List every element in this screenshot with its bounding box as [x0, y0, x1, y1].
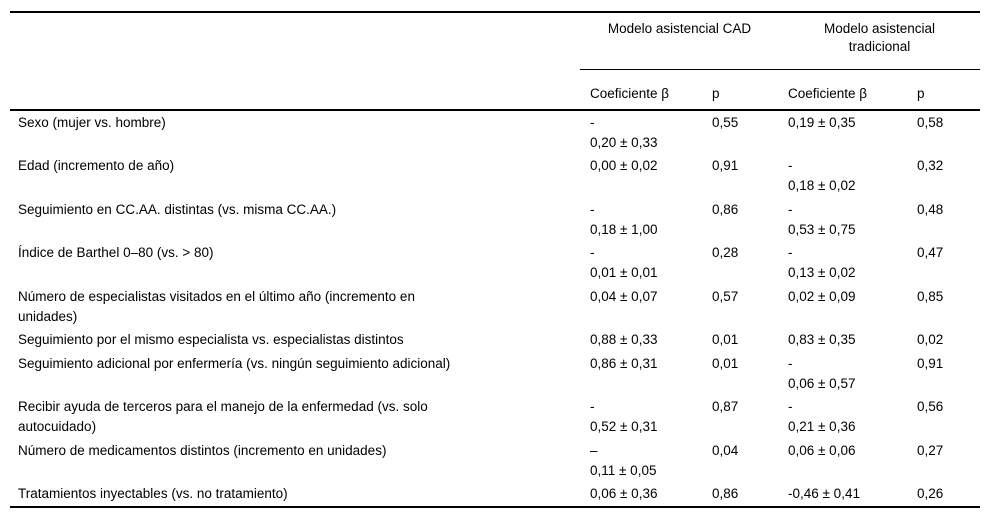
- table-row: Seguimiento adicional por enfermería (vs…: [10, 352, 980, 396]
- empty-header-cell: [10, 12, 580, 70]
- cad-p-cell: 0,86: [712, 486, 739, 501]
- row-label-cell: Número de medicamentos distintos (increm…: [18, 442, 387, 458]
- cad-p-cell: 0,86: [712, 201, 739, 217]
- trad-beta-cell: - 0,21 ± 0,36: [788, 399, 856, 434]
- table-row: Tratamientos inyectables (vs. no tratami…: [10, 483, 980, 508]
- table-row: Número de medicamentos distintos (increm…: [10, 439, 980, 483]
- table-row: Edad (incremento de año) 0,00 ± 0,02 0,9…: [10, 155, 980, 199]
- trad-p-cell: 0,48: [917, 201, 944, 217]
- cad-beta-cell: 0,06 ± 0,36: [590, 486, 658, 501]
- trad-beta-cell: 0,19 ± 0,35: [788, 114, 856, 130]
- table-row: Seguimiento por el mismo especialista vs…: [10, 329, 980, 353]
- cad-beta-cell: - 0,52 ± 0,31: [590, 399, 658, 434]
- subheader-row: Coeficiente β p Coeficiente β p: [10, 69, 980, 111]
- trad-beta-cell: 0,06 ± 0,06: [788, 442, 856, 458]
- cad-p-cell: 0,55: [712, 114, 739, 130]
- trad-beta-cell: - 0,53 ± 0,75: [788, 201, 856, 237]
- trad-p-cell: 0,58: [917, 114, 944, 130]
- cad-beta-cell: - 0,20 ± 0,33: [590, 114, 658, 150]
- cad-beta-cell: 0,04 ± 0,07: [590, 288, 658, 304]
- trad-p-cell: 0,85: [917, 288, 944, 304]
- table-row: Sexo (mujer vs. hombre) - 0,20 ± 0,33 0,…: [10, 110, 980, 155]
- trad-p-cell: 0,56: [917, 399, 944, 414]
- row-label-cell: Índice de Barthel 0–80 (vs. > 80): [18, 245, 214, 260]
- row-label-cell: Tratamientos inyectables (vs. no tratami…: [18, 486, 288, 501]
- cad-beta-cell: - 0,01 ± 0,01: [590, 245, 658, 280]
- cad-beta-cell: - 0,18 ± 1,00: [590, 201, 658, 237]
- row-label-cell: Número de especialistas visitados en el …: [18, 288, 415, 324]
- subheader-trad-p: p: [908, 69, 980, 111]
- row-label-cell: Seguimiento en CC.AA. distintas (vs. mis…: [18, 201, 337, 217]
- row-label-cell: Seguimiento por el mismo especialista vs…: [18, 332, 404, 347]
- trad-beta-cell: - 0,13 ± 0,02: [788, 245, 856, 280]
- row-label-cell: Sexo (mujer vs. hombre): [18, 114, 166, 130]
- cad-beta-cell: 0,00 ± 0,02: [590, 158, 658, 173]
- cad-p-cell: 0,28: [712, 245, 739, 260]
- col-group-tradicional: Modelo asistencial tradicional: [779, 12, 980, 70]
- cad-beta-cell: – 0,11 ± 0,05: [590, 442, 657, 478]
- row-label-cell: Recibir ayuda de terceros para el manejo…: [18, 399, 428, 434]
- cad-p-cell: 0,87: [712, 399, 739, 414]
- cad-p-cell: 0,04: [712, 442, 739, 458]
- table-row: Seguimiento en CC.AA. distintas (vs. mis…: [10, 198, 980, 242]
- trad-p-cell: 0,32: [917, 158, 944, 173]
- row-label-cell: Edad (incremento de año): [18, 158, 175, 173]
- cad-p-cell: 0,91: [712, 158, 739, 173]
- regression-table: Modelo asistencial CAD Modelo asistencia…: [10, 11, 980, 508]
- trad-p-cell: 0,91: [917, 355, 944, 371]
- column-group-row: Modelo asistencial CAD Modelo asistencia…: [10, 12, 980, 70]
- table-header: Modelo asistencial CAD Modelo asistencia…: [10, 12, 980, 111]
- table-row: Índice de Barthel 0–80 (vs. > 80) - 0,01…: [10, 242, 980, 286]
- trad-p-cell: 0,02: [917, 332, 944, 347]
- table-row: Recibir ayuda de terceros para el manejo…: [10, 396, 980, 440]
- row-label-cell: Seguimiento adicional por enfermería (vs…: [18, 355, 451, 371]
- trad-beta-cell: 0,83 ± 0,35: [788, 332, 856, 347]
- trad-beta-cell: 0,02 ± 0,09: [788, 288, 856, 304]
- subheader-cad-coeficiente-beta: Coeficiente β: [580, 69, 703, 111]
- trad-p-cell: 0,26: [917, 486, 944, 501]
- table-body: Sexo (mujer vs. hombre) - 0,20 ± 0,33 0,…: [10, 110, 980, 507]
- trad-beta-cell: -0,46 ± 0,41: [788, 486, 860, 501]
- cad-p-cell: 0,57: [712, 288, 739, 304]
- col-group-cad: Modelo asistencial CAD: [580, 12, 779, 70]
- empty-subheader-cell: [10, 69, 580, 111]
- subheader-trad-coeficiente-beta: Coeficiente β: [779, 69, 908, 111]
- trad-p-cell: 0,47: [917, 245, 944, 260]
- cad-p-cell: 0,01: [712, 332, 739, 347]
- trad-beta-cell: - 0,18 ± 0,02: [788, 158, 856, 193]
- trad-p-cell: 0,27: [917, 442, 944, 458]
- cad-p-cell: 0,01: [712, 355, 739, 371]
- cad-beta-cell: 0,88 ± 0,33: [590, 332, 658, 347]
- cad-beta-cell: 0,86 ± 0,31: [590, 355, 658, 371]
- subheader-cad-p: p: [703, 69, 779, 111]
- table-row: Número de especialistas visitados en el …: [10, 285, 980, 329]
- trad-beta-cell: - 0,06 ± 0,57: [788, 355, 856, 391]
